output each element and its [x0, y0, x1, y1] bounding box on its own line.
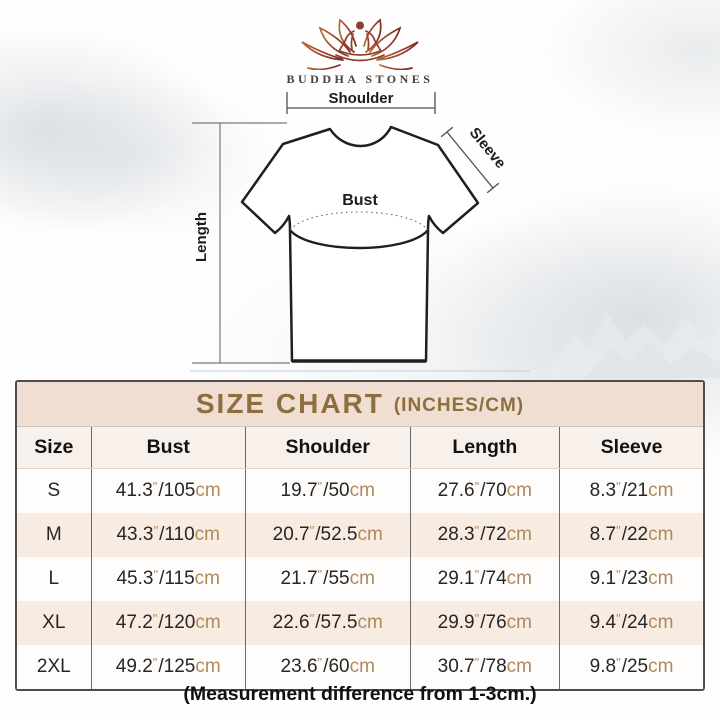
- cell-bust: 43.3"/110cm: [90, 513, 246, 557]
- cell-size: M: [45, 524, 62, 545]
- length-dimension-line: [192, 122, 290, 364]
- size-chart-panel: SIZE CHART (INCHES/CM) Size Bust Shoulde…: [15, 380, 705, 691]
- cell-length: 27.6"/70cm: [409, 468, 560, 513]
- cell-bust: 41.3"/105cm: [90, 468, 246, 513]
- cell-shoulder: 19.7"/50cm: [244, 468, 411, 513]
- cell-size: 2XL: [36, 656, 71, 677]
- cell-length: 29.1"/74cm: [409, 557, 560, 601]
- size-table: Size Bust Shoulder Length Sleeve S 41.3"/…: [17, 427, 703, 689]
- cell-size: XL: [42, 612, 66, 633]
- size-table-header: Size Bust Shoulder Length Sleeve: [17, 427, 703, 469]
- table-row: L 45.3"/115cm 21.7"/55cm 29.1"/74cm 9.1"/23c…: [17, 557, 703, 601]
- column-header-size: Size: [17, 427, 92, 469]
- cell-shoulder: 20.7"/52.5cm: [244, 513, 411, 557]
- mountain-front: [585, 340, 720, 378]
- column-header-bust: Bust: [90, 427, 246, 469]
- cell-bust: 45.3"/115cm: [90, 557, 246, 601]
- cell-sleeve: 9.4"/24cm: [559, 601, 703, 645]
- bust-curve-solid: [289, 229, 429, 250]
- cell-bust: 47.2"/120cm: [90, 601, 246, 645]
- sleeve-dimension-line: [440, 126, 500, 194]
- cell-size: L: [48, 568, 60, 589]
- cell-bust: 49.2"/125cm: [90, 645, 246, 689]
- shoulder-dimension-line: [286, 92, 436, 114]
- cell-length: 30.7"/78cm: [409, 645, 560, 689]
- mountain-mist-decoration: [545, 312, 720, 378]
- sleeve-label: Sleeve: [466, 124, 509, 172]
- size-table-body: S 41.3"/105cm 19.7"/50cm 27.6"/70cm 8.3"/21c…: [17, 468, 703, 689]
- cell-shoulder: 23.6"/60cm: [244, 645, 411, 689]
- meditating-figure: [335, 21, 385, 62]
- tshirt-measurement-diagram: Shoulder Length Sleeve Bust: [190, 90, 530, 372]
- cell-shoulder: 21.7"/55cm: [244, 557, 411, 601]
- cell-shoulder: 22.6"/57.5cm: [244, 601, 411, 645]
- lotus-meditation-icon: [301, 18, 419, 70]
- size-chart-units-note: (INCHES/CM): [393, 394, 525, 416]
- cell-sleeve: 8.7"/22cm: [559, 513, 703, 557]
- cell-length: 29.9"/76cm: [409, 601, 560, 645]
- cell-length: 28.3"/72cm: [409, 513, 560, 557]
- brand-name: BUDDHA STONES: [286, 72, 434, 86]
- table-row: S 41.3"/105cm 19.7"/50cm 27.6"/70cm 8.3"/21c…: [17, 468, 703, 513]
- column-header-sleeve: Sleeve: [559, 427, 703, 469]
- table-row: 2XL 49.2"/125cm 23.6"/60cm 30.7"/78cm 9.8"/2…: [17, 645, 703, 689]
- cell-sleeve: 8.3"/21cm: [559, 468, 703, 513]
- column-header-length: Length: [409, 427, 560, 469]
- bust-label: Bust: [342, 192, 378, 209]
- cell-sleeve: 9.8"/25cm: [559, 645, 703, 689]
- table-row: M 43.3"/110cm 20.7"/52.5cm 28.3"/72cm 8.7"/2…: [17, 513, 703, 557]
- shoulder-label: Shoulder: [328, 90, 393, 107]
- table-row: XL 47.2"/120cm 22.6"/57.5cm 29.9"/76cm 9.4"/…: [17, 601, 703, 645]
- size-chart-title-band: SIZE CHART (INCHES/CM): [17, 382, 703, 427]
- measurement-tolerance-note: (Measurement difference from 1-3cm.): [183, 683, 537, 705]
- cell-size: S: [47, 480, 61, 501]
- size-chart-title: SIZE CHART: [195, 388, 384, 419]
- column-header-shoulder: Shoulder: [244, 427, 411, 469]
- length-label: Length: [193, 212, 210, 262]
- tshirt-outline: [240, 125, 480, 363]
- cell-sleeve: 9.1"/23cm: [559, 557, 703, 601]
- brand-logo: BUDDHA STONES: [0, 14, 720, 87]
